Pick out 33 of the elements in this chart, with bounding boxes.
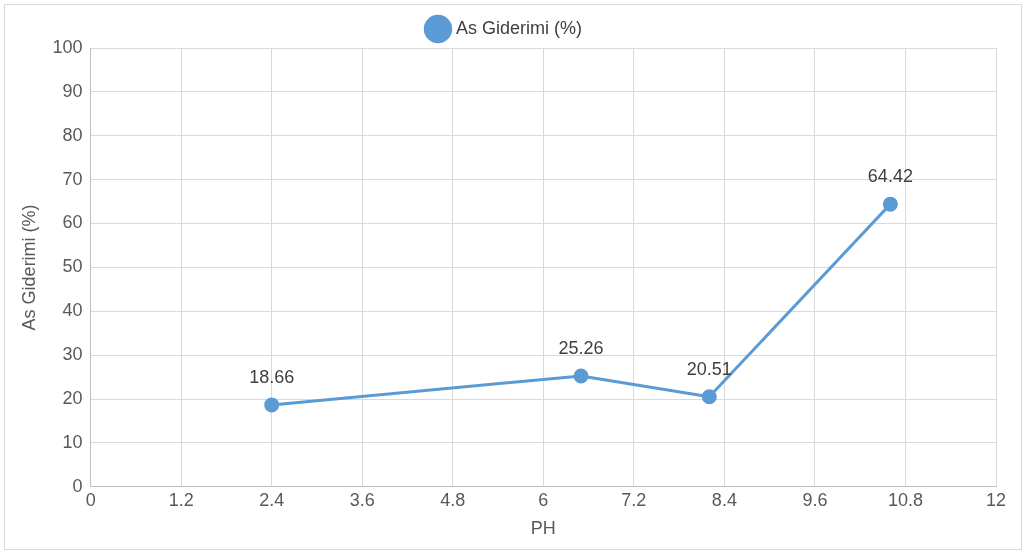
y-tick-label: 10: [62, 431, 83, 452]
y-tick-label: 100: [52, 36, 83, 57]
y-tick-label: 0: [72, 475, 83, 496]
point: [573, 368, 589, 384]
x-tick-label: 4.8: [440, 489, 466, 510]
point: [701, 389, 717, 405]
legend-label: As Giderimi (%): [456, 17, 583, 38]
x-tick-label: 6: [538, 489, 549, 510]
y-axis-title: As Giderimi (%): [18, 204, 39, 331]
y-tick-label: 30: [62, 344, 83, 365]
x-tick-label: 10.8: [887, 489, 923, 510]
x-tick-label: 7.2: [621, 489, 647, 510]
y-tick-label: 40: [62, 300, 83, 321]
point: [264, 397, 280, 413]
x-tick-label: 0: [85, 489, 96, 510]
data-label: 20.51: [686, 358, 732, 379]
y-tick-label: 90: [62, 80, 83, 101]
data-label: 64.42: [867, 166, 913, 187]
x-axis-title: PH: [530, 518, 556, 539]
y-tick-label: 70: [62, 168, 83, 189]
x-tick-label: 12: [985, 489, 1007, 510]
y-tick-label: 20: [62, 388, 83, 409]
x-tick-label: 8.4: [711, 489, 737, 510]
point: [882, 196, 898, 212]
x-tick-label: 9.6: [802, 489, 828, 510]
y-tick-label: 50: [62, 256, 83, 277]
data-label: 25.26: [558, 337, 604, 358]
data-label: 18.66: [249, 366, 295, 387]
y-tick-label: 80: [62, 124, 83, 145]
x-tick-label: 2.4: [259, 489, 285, 510]
x-tick-label: 1.2: [168, 489, 194, 510]
x-tick-label: 3.6: [349, 489, 375, 510]
y-tick-label: 60: [62, 212, 83, 233]
